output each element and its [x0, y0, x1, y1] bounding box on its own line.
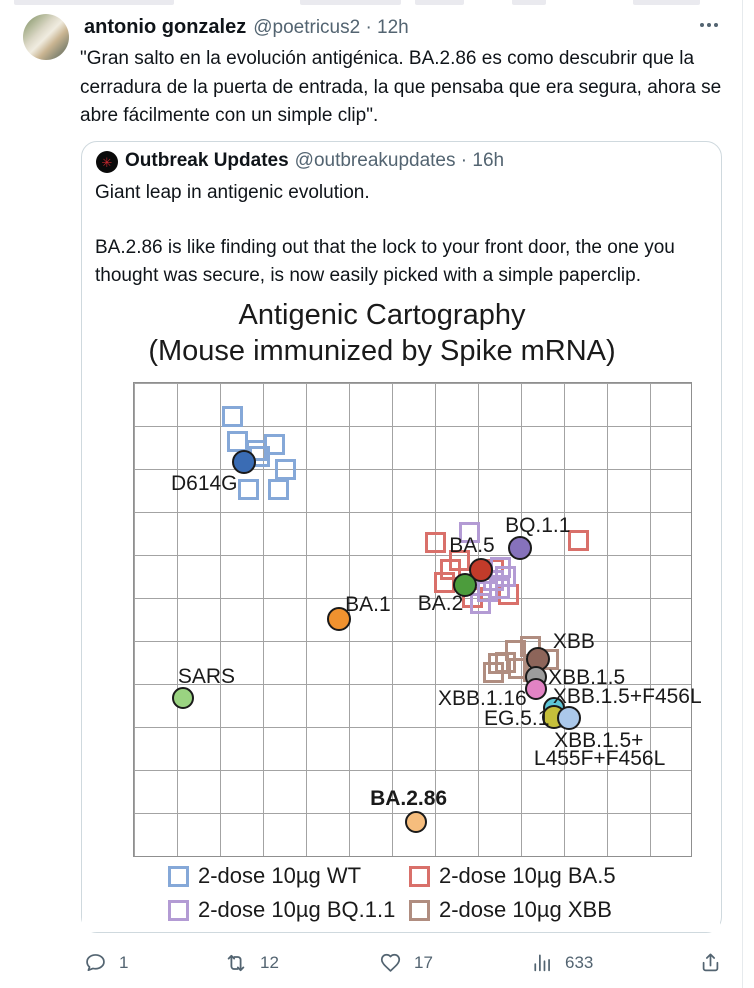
point-label: XBB [552, 630, 595, 654]
virus-point-d614g [232, 449, 257, 474]
reply-icon [86, 954, 105, 972]
quoted-author-avatar[interactable]: ✳ [96, 151, 118, 173]
antigenic-map-grid: D614G BA.1 BA.5 BA.2 BQ.1.1 XBB XBB.1.5 XBB.1.1… [133, 382, 702, 857]
like-count: 17 [414, 952, 433, 972]
legend-label-ba5: 2-dose 10µg BA.5 [439, 863, 616, 888]
legend-swatch-bq11-icon [168, 899, 189, 921]
point-label: BQ.1.1 [505, 514, 571, 537]
legend-label-bq11: 2-dose 10µg BQ.1.1 [198, 897, 396, 922]
cropped-previous-content [300, 0, 401, 5]
virus-point-sars [171, 686, 194, 709]
legend-item-ba5: 2-dose 10µg BA.5 [409, 863, 616, 889]
point-label: XBB.1.16 [438, 686, 527, 710]
point-label: L455F+F456L [533, 747, 666, 771]
repost-count: 12 [260, 953, 279, 972]
text-line: abre fácilmente con un simple clip". [80, 105, 379, 126]
author-name[interactable]: antonio gonzalez [84, 16, 247, 38]
serum-point-bq11 [459, 521, 481, 543]
serum-point-bq11 [469, 592, 491, 614]
more-button[interactable] [694, 12, 724, 38]
cropped-previous-content [633, 0, 700, 5]
views-button[interactable]: 633 [530, 951, 593, 974]
share-button[interactable] [699, 951, 722, 974]
tweet-media-chart[interactable]: Antigenic Cartography (Mouse immunized b… [82, 292, 720, 932]
serum-point-bq11 [488, 577, 510, 599]
quoted-author-handle-time[interactable]: @outbreakupdates · 16h [294, 150, 505, 171]
virus-icon: ✳ [101, 154, 113, 170]
legend-item-bq11: 2-dose 10µg BQ.1.1 [168, 897, 395, 923]
point-label: XBB.1.5 [548, 665, 626, 689]
point-label: BA.2.86 [370, 787, 448, 811]
virus-point-ba.2.86 [404, 811, 427, 834]
serum-point-wt [263, 433, 285, 455]
reply-button[interactable]: 1 [84, 951, 128, 974]
legend-label-xbb: 2-dose 10µg XBB [439, 897, 612, 922]
legend-swatch-wt-icon [168, 865, 189, 887]
repost-icon [227, 954, 245, 972]
quoted-tweet-header: Outbreak Updates @outbreakupdates · 16h [125, 150, 504, 172]
point-label: BA.2 [417, 591, 464, 615]
point-label: D614G [170, 471, 238, 495]
virus-point-ba.2 [452, 572, 477, 597]
serum-point-ba5 [424, 531, 446, 553]
share-icon [702, 953, 719, 972]
virus-point-xbb.1.5-l455f-f456l [556, 706, 581, 731]
page-column-border [742, 0, 743, 988]
point-label: SARS [177, 664, 236, 688]
point-label: EG.5.1 [484, 707, 550, 731]
author-avatar[interactable] [23, 14, 69, 60]
text-line: cerradura de la puerta de entrada, la qu… [80, 76, 722, 98]
point-label: XBB.1.5+F456L [552, 685, 702, 709]
serum-point-wt [238, 478, 260, 500]
legend-swatch-ba5-icon [409, 865, 430, 887]
legend-item-wt: 2-dose 10µg WT [168, 863, 361, 889]
point-label: BA.5 [449, 533, 495, 557]
text-line: BA.2.86 is like finding out that the loc… [95, 237, 675, 258]
point-label: BA.1 [345, 593, 391, 617]
like-icon [380, 953, 401, 972]
serum-point-wt [221, 405, 243, 427]
chart-title: Antigenic Cartography (Mouse immunized b… [82, 297, 682, 369]
chart-title-line2: (Mouse immunized by Spike mRNA) [148, 335, 616, 367]
views-count: 633 [565, 952, 594, 972]
views-icon [534, 954, 550, 972]
point-label: XBB.1.5+ [554, 729, 644, 752]
text-line [95, 207, 707, 235]
serum-point-wt [267, 478, 289, 500]
serum-point-bq11 [495, 565, 517, 587]
serum-point-xbb [487, 653, 509, 675]
text-line: "Gran salto en la evolución antigénica. … [80, 48, 695, 69]
serum-point-ba5 [567, 530, 589, 552]
author-handle-time[interactable]: @poetricus2 · 12h [253, 17, 409, 38]
tweet-body: "Gran salto en la evolución antigénica. … [80, 45, 730, 131]
virus-point-bq.1.1 [507, 535, 532, 560]
three-dots-icon [700, 23, 718, 27]
reply-count: 1 [119, 952, 129, 972]
virus-point-xbb.1.16 [524, 677, 547, 700]
tweet-header: antonio gonzalez @poetricus2 · 12h [84, 16, 409, 39]
cropped-previous-content [14, 0, 174, 5]
text-line: thought was secure, is now easily picked… [95, 264, 641, 286]
cropped-previous-content [415, 0, 464, 5]
quoted-author-name[interactable]: Outbreak Updates [125, 150, 289, 171]
text-line: Giant leap in antigenic evolution. [95, 182, 370, 203]
legend-item-xbb: 2-dose 10µg XBB [409, 897, 612, 923]
like-button[interactable]: 17 [379, 951, 433, 974]
chart-title-line1: Antigenic Cartography [238, 299, 526, 331]
cropped-previous-content [512, 0, 546, 5]
legend-swatch-xbb-icon [409, 899, 430, 921]
legend-label-wt: 2-dose 10µg WT [198, 863, 362, 888]
repost-button[interactable]: 12 [224, 951, 279, 975]
serum-point-ba5 [440, 558, 462, 580]
quoted-tweet-body: Giant leap in antigenic evolution. BA.2.8… [95, 179, 707, 289]
virus-point-ba.1 [326, 607, 351, 632]
serum-point-wt [275, 459, 297, 481]
